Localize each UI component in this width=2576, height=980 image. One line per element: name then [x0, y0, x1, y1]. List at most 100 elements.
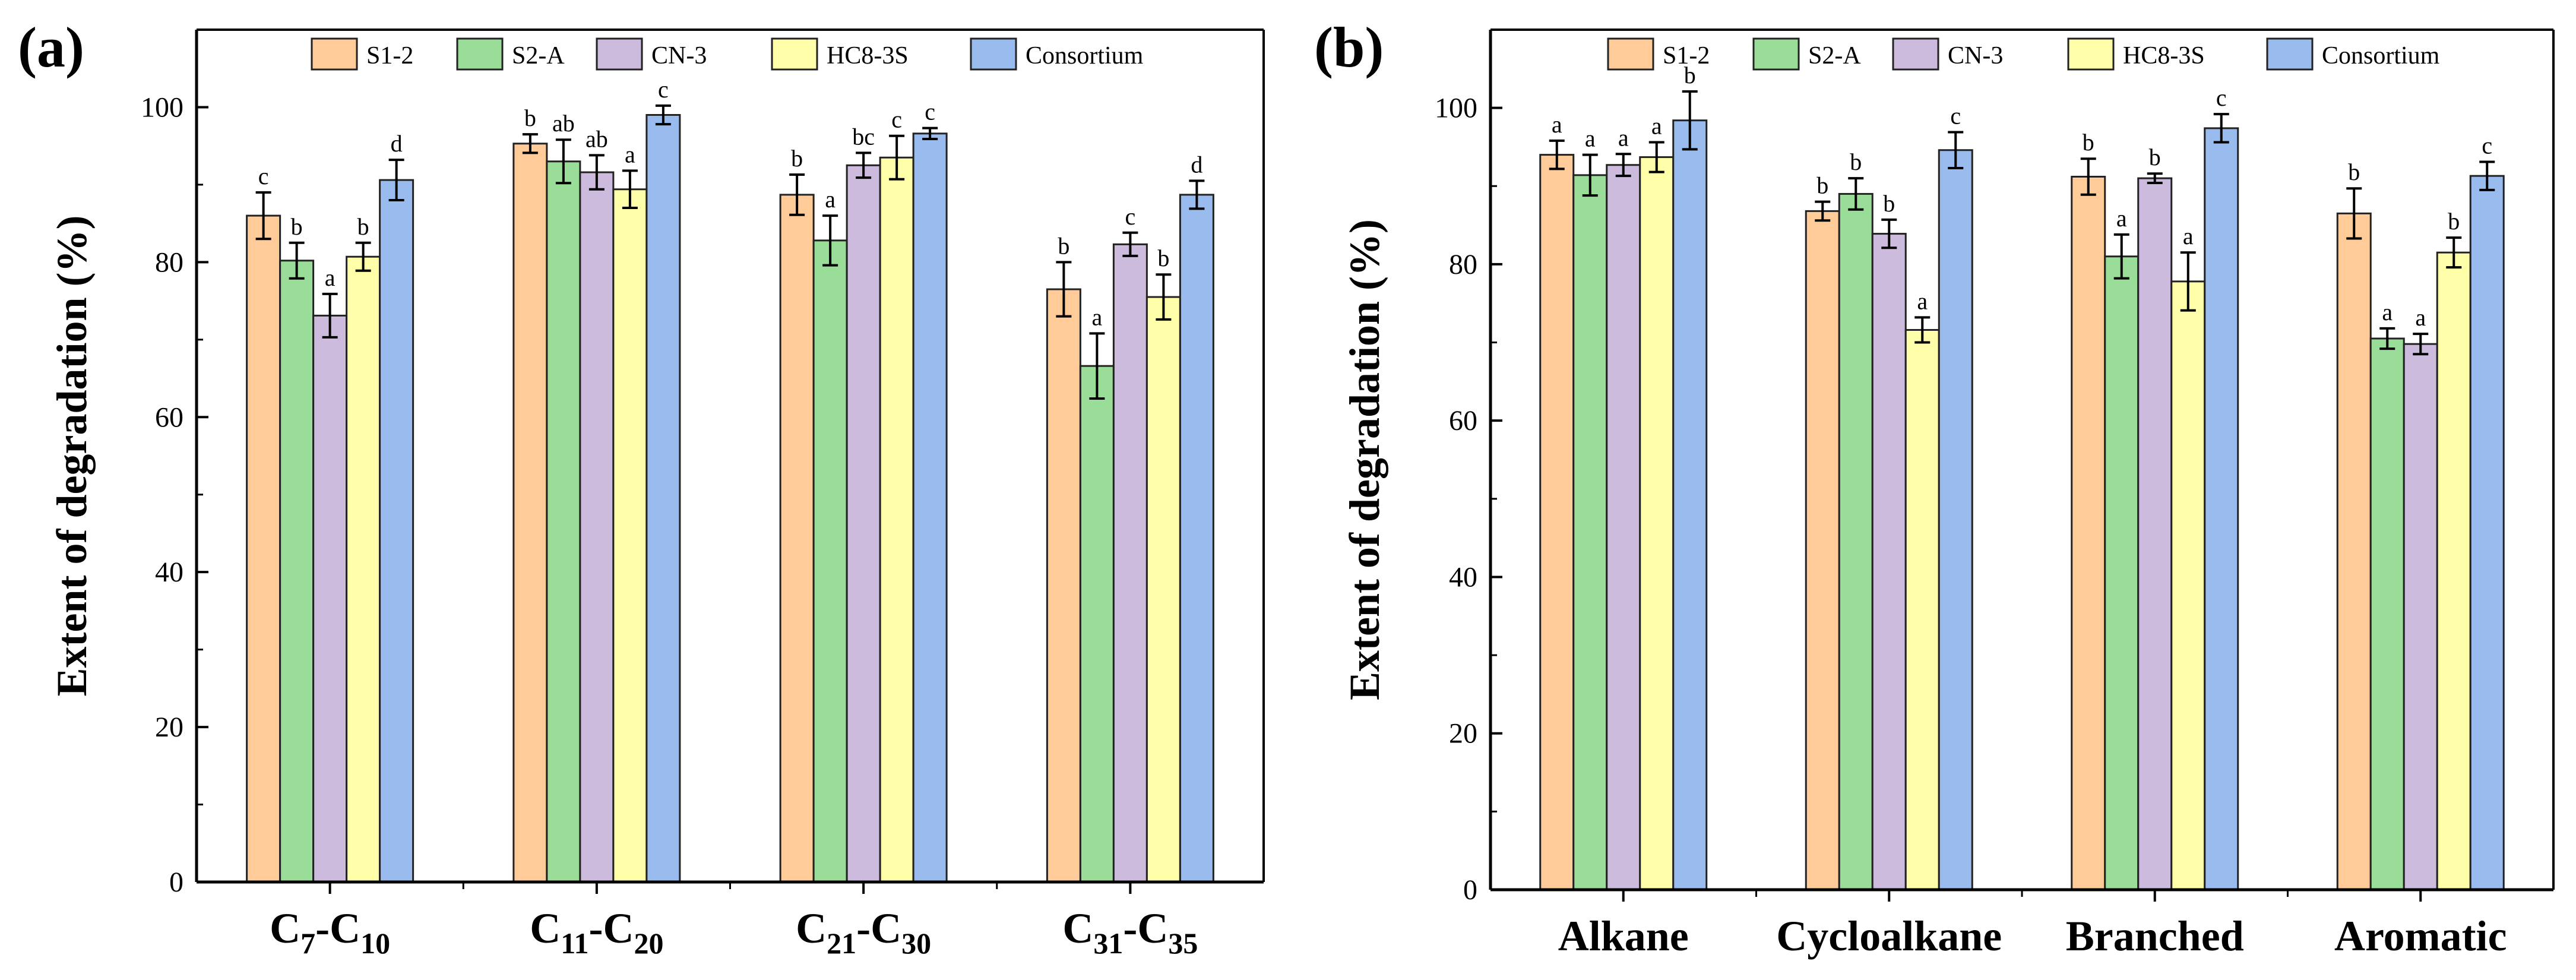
- significance-label: a: [2183, 223, 2194, 249]
- legend-swatch-HC8-3S: [2067, 37, 2115, 71]
- x-tick-subscript: 11: [561, 927, 588, 960]
- bar-S2-A: [2369, 337, 2405, 891]
- significance-label: a: [1585, 125, 1596, 152]
- significance-label: b: [1684, 62, 1696, 88]
- significance-label: a: [325, 264, 336, 291]
- significance-label: d: [391, 130, 403, 157]
- significance-label: b: [2448, 208, 2460, 235]
- x-tick-base: Cycloalkane: [1776, 912, 2002, 960]
- x-tick-base: Aromatic: [2334, 912, 2507, 960]
- y-tick-label: 100: [1435, 93, 1477, 124]
- x-tick-separator: -C: [589, 905, 634, 952]
- significance-label: c: [1125, 203, 1135, 230]
- legend-swatch-S2-A: [456, 37, 504, 71]
- significance-label: b: [1058, 232, 1069, 259]
- significance-label: a: [1091, 304, 1102, 330]
- legend-label: S1-2: [1663, 42, 1710, 69]
- bar-S2-A: [279, 260, 315, 883]
- bar-S2-A: [1838, 192, 1874, 891]
- significance-label: a: [1552, 111, 1562, 138]
- y-tick-label: 60: [155, 402, 183, 433]
- significance-label: c: [1950, 102, 1961, 129]
- legend-swatch-CN-3: [1892, 37, 1939, 71]
- significance-label: b: [2348, 159, 2360, 185]
- significance-label: c: [925, 99, 935, 125]
- significance-label: a: [1618, 124, 1629, 151]
- bar-Consortium: [912, 132, 948, 883]
- legend-label: HC8-3S: [2123, 42, 2205, 69]
- legend-swatch-HC8-3S: [771, 37, 818, 71]
- x-tick-base: C: [530, 905, 561, 952]
- significance-label: c: [891, 106, 902, 133]
- panel-a: (a)Extent of degradation (%)cbbbbabaaaab…: [18, 15, 1265, 960]
- y-tick-label: 20: [1449, 718, 1477, 750]
- significance-label: c: [2482, 132, 2492, 159]
- bar-CN-3: [1606, 164, 1641, 891]
- significance-label: b: [2083, 129, 2094, 156]
- significance-label: c: [2216, 84, 2227, 111]
- bar-S1-2: [246, 214, 281, 883]
- bar-HC8-3S: [612, 188, 648, 883]
- x-tick-label: Cycloalkane: [1776, 912, 2002, 960]
- bar-CN-3: [312, 314, 348, 883]
- bar-S1-2: [2336, 212, 2372, 891]
- legend-label: HC8-3S: [827, 42, 909, 69]
- bar-Consortium: [1179, 194, 1214, 883]
- x-tick-base: C: [796, 905, 827, 952]
- x-tick-separator: -C: [315, 905, 360, 952]
- legend-label: CN-3: [651, 42, 707, 69]
- bar-S2-A: [546, 160, 581, 883]
- y-tick-label: 80: [1449, 249, 1477, 280]
- bar-CN-3: [2137, 177, 2173, 891]
- legend-label: S2-A: [512, 42, 565, 69]
- significance-label: b: [1157, 245, 1169, 271]
- bar-S1-2: [779, 194, 815, 883]
- significance-label: b: [357, 213, 369, 240]
- significance-label: a: [2415, 304, 2426, 331]
- legend-swatch-Consortium: [970, 37, 1017, 71]
- legend-label: CN-3: [1948, 42, 2003, 69]
- legend-swatch-S1-2: [1607, 37, 1654, 71]
- y-axis-title: Extent of degradation (%): [1341, 219, 1388, 700]
- panel-label: (b): [1314, 15, 1384, 79]
- bar-Consortium: [2204, 127, 2239, 891]
- y-tick-label: 100: [141, 91, 183, 123]
- bar-Consortium: [2469, 175, 2505, 891]
- x-tick-subscript: 30: [901, 927, 931, 960]
- x-tick-label: C11-C20: [530, 905, 663, 960]
- x-tick-base: Alkane: [1558, 912, 1689, 960]
- bar-S2-A: [1572, 174, 1608, 891]
- significance-label: b: [1883, 190, 1895, 217]
- significance-label: b: [1850, 148, 1862, 175]
- bar-Consortium: [1672, 119, 1708, 891]
- legend-label: S1-2: [366, 42, 413, 69]
- bar-CN-3: [579, 171, 615, 883]
- legend-swatch-CN-3: [596, 37, 643, 71]
- legend-swatch-S1-2: [311, 37, 358, 71]
- bar-HC8-3S: [1904, 328, 1940, 891]
- bar-HC8-3S: [879, 156, 914, 883]
- legend-swatch-S2-A: [1752, 37, 1800, 71]
- legend-label: Consortium: [1026, 42, 1144, 69]
- y-tick-label: 0: [169, 867, 183, 898]
- bar-HC8-3S: [2170, 280, 2206, 891]
- bar-HC8-3S: [1145, 296, 1181, 883]
- significance-label: ab: [586, 125, 608, 152]
- x-tick-subscript: 7: [300, 927, 315, 960]
- bar-CN-3: [2403, 343, 2438, 891]
- x-tick-label: Aromatic: [2334, 912, 2507, 960]
- y-axis-title: Extent of degradation (%): [48, 216, 96, 697]
- bar-S2-A: [812, 239, 848, 883]
- significance-label: a: [2116, 205, 2127, 232]
- x-tick-label: C21-C30: [796, 905, 931, 960]
- x-tick-subscript: 21: [827, 927, 856, 960]
- bar-CN-3: [1871, 233, 1907, 891]
- significance-label: a: [625, 141, 635, 167]
- bar-S1-2: [2071, 175, 2106, 891]
- y-tick-label: 20: [155, 712, 183, 743]
- x-tick-separator: -C: [856, 905, 901, 952]
- y-tick-label: 80: [155, 246, 183, 278]
- significance-label: b: [791, 145, 803, 172]
- bar-HC8-3S: [2436, 251, 2471, 891]
